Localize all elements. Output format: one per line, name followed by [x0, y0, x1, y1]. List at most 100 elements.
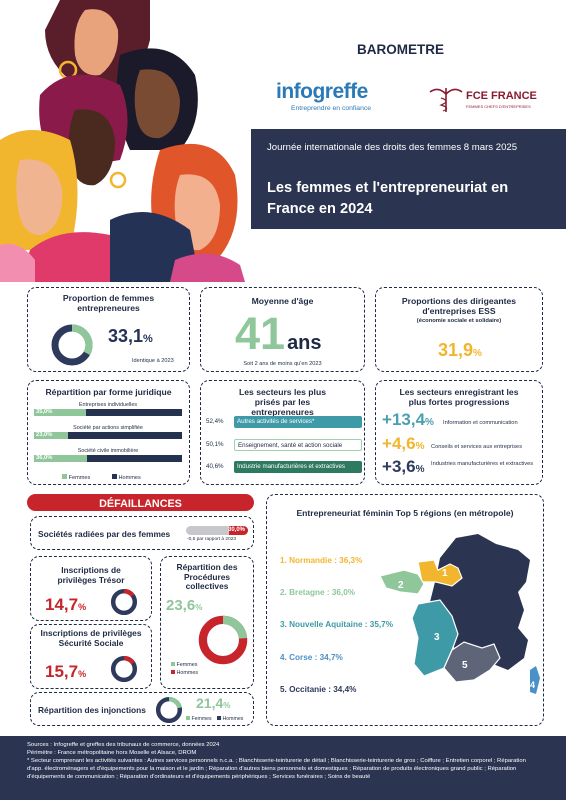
- ess-number: 31,9: [438, 340, 474, 360]
- infogreffe-wordmark: infogreffe: [276, 80, 368, 103]
- procedures-number: 23,6: [166, 597, 196, 614]
- card-secteurs-title: Les secteurs les plus prisés par les ent…: [239, 387, 326, 417]
- secteur-label: Enseignement, santé et action sociale: [234, 439, 362, 451]
- card-forme-title: Répartition par forme juridique: [45, 387, 172, 397]
- procedures-value: 23,6%: [166, 597, 202, 615]
- radiees-bar-fill: [229, 526, 248, 535]
- proportion-note: Identique à 2023: [132, 358, 174, 364]
- barometre-label: BAROMETRE: [357, 42, 444, 57]
- event-line: Journée internationale des droits des fe…: [267, 142, 518, 153]
- forme-bar: 23,0%: [34, 432, 182, 439]
- secteur-label: Autres activités de services*: [234, 416, 362, 428]
- title-panel: Journée internationale des droits des fe…: [251, 129, 566, 229]
- tresor-number: 14,7: [45, 595, 79, 614]
- forme-row-label: Société civile immobilière: [77, 448, 139, 454]
- progression-unit: %: [425, 417, 434, 428]
- injonctions-value: 21,4%: [196, 695, 230, 713]
- forme-bar-fill: [34, 409, 86, 416]
- infogreffe-tagline: Entreprendre en confiance: [290, 105, 372, 112]
- fce-caduceus-icon: [429, 88, 463, 112]
- secu-title: Inscriptions de privilèges Sécurité Soci…: [40, 628, 142, 648]
- progression-unit: %: [415, 464, 425, 475]
- infogreffe-logo: infogreffe Entreprendre en confiance: [276, 80, 386, 112]
- tresor-unit: %: [78, 602, 87, 612]
- card-injonctions: Répartition des injonctions 21,4% Femmes…: [30, 692, 254, 726]
- card-proportion: Proportion de femmes entrepreneures 33,1…: [27, 287, 190, 372]
- secteur-label: Industrie manufacturières et extractives: [234, 461, 362, 473]
- progression-unit: %: [415, 441, 425, 452]
- tresor-donut: [110, 588, 138, 616]
- region-label-normandie: 1. Normandie : 36,3%: [280, 556, 363, 565]
- card-secu: Inscriptions de privilèges Sécurité Soci…: [30, 624, 152, 689]
- map-bretagne: [379, 569, 425, 595]
- footer: Sources : Infogreffe et greffes des trib…: [0, 736, 566, 800]
- legend-femmes: Femmes: [191, 716, 212, 722]
- card-age-title: Moyenne d'âge: [251, 296, 314, 306]
- procedures-legend: Femmes Hommes: [171, 661, 198, 677]
- procedures-legend-hommes-row: Hommes: [171, 669, 198, 677]
- map-corse: [530, 666, 540, 694]
- progression-value: +3,6%: [382, 457, 424, 477]
- card-procedures: Répartition des Procédures collectives 2…: [160, 556, 254, 689]
- forme-bar-value: 35,0%: [36, 408, 53, 415]
- footer-sources: Sources : Infogreffe et greffes des trib…: [27, 742, 220, 748]
- progression-sign: +: [382, 434, 392, 453]
- map-num-corse: 4: [530, 680, 535, 690]
- map-num-aquitaine: 3: [434, 632, 440, 643]
- secu-number: 15,7: [45, 662, 79, 681]
- progression-value: +4,6%: [382, 434, 424, 454]
- legend-swatch-hommes: [171, 670, 175, 675]
- forme-bar-value: 36,0%: [36, 454, 53, 461]
- progression-label: Information et communication: [443, 420, 518, 426]
- forme-legend: Femmes Hommes: [62, 474, 141, 481]
- map-num-bretagne: 2: [398, 580, 404, 591]
- injonctions-number: 21,4: [196, 695, 224, 711]
- injonctions-legend: Femmes Hommes: [186, 716, 243, 722]
- card-progressions: Les secteurs enregistrant les plus forte…: [375, 380, 543, 485]
- progression-number: 4,6: [391, 434, 416, 453]
- procedures-title: Répartition des Procédures collectives: [176, 562, 238, 592]
- card-proportion-title: Proportion de femmes entrepreneures: [62, 293, 155, 313]
- progression-label: Industries manufacturières et extractive…: [431, 461, 534, 467]
- proportion-unit: %: [143, 333, 153, 345]
- legend-hommes: Hommes: [118, 475, 141, 481]
- card-tresor: Inscriptions de privilèges Trésor 14,7%: [30, 556, 152, 621]
- radiees-value: 30,0%: [227, 527, 245, 533]
- secu-donut: [110, 655, 138, 683]
- forme-bar-fill: [34, 432, 69, 439]
- radiees-bar: 30,0%: [186, 526, 248, 535]
- card-radiees: Sociétés radiées par des femmes 30,0% -0…: [30, 516, 254, 550]
- age-value: 41 ans: [235, 308, 322, 360]
- radiees-note: -0,5 par rapport à 2023: [187, 537, 237, 542]
- legend-hommes: Hommes: [222, 716, 244, 722]
- map-occitanie: [443, 641, 501, 683]
- card-ess-subtitle: (économie sociale et solidaire): [416, 318, 502, 324]
- region-label-nouvelle-aquitaine: 3. Nouvelle Aquitaine : 35,7%: [280, 620, 393, 629]
- age-unit: ans: [287, 332, 322, 354]
- secu-unit: %: [78, 669, 87, 679]
- fce-wordmark: FCE FRANCE: [466, 90, 537, 102]
- legend-swatch-femmes: [171, 662, 175, 666]
- legend-swatch-hommes: [111, 474, 117, 479]
- page-title: Les femmes et l'entrepreneuriat en Franc…: [267, 180, 509, 217]
- footer-note: * Secteur comprenant les activités suiva…: [27, 757, 526, 780]
- ess-unit: %: [473, 348, 482, 359]
- regions-title: Entrepreneuriat féminin Top 5 régions (e…: [296, 508, 514, 518]
- secteur-value: 52,4%: [206, 417, 224, 425]
- fce-tagline: FEMMES CHEFS D'ENTREPRISES: [466, 104, 531, 109]
- procedures-unit: %: [195, 603, 203, 612]
- ess-value: 31,9%: [438, 340, 482, 361]
- progression-number: 3,6: [391, 457, 416, 476]
- women-illustration: [0, 0, 250, 282]
- progression-value: +13,4%: [382, 410, 434, 430]
- injonctions-title: Répartition des injonctions: [38, 705, 146, 715]
- secu-value: 15,7%: [45, 662, 86, 682]
- map-normandie: [417, 559, 463, 587]
- secteur-value: 50,1%: [206, 440, 224, 448]
- progression-sign: +: [382, 410, 392, 429]
- forme-bar-value: 23,0%: [36, 431, 53, 438]
- card-progressions-title: Les secteurs enregistrant les plus forte…: [399, 387, 519, 407]
- radiees-title: Sociétés radiées par des femmes: [38, 529, 171, 539]
- proportion-donut: [51, 324, 93, 366]
- region-label-corse: 4. Corse : 34,7%: [280, 653, 343, 662]
